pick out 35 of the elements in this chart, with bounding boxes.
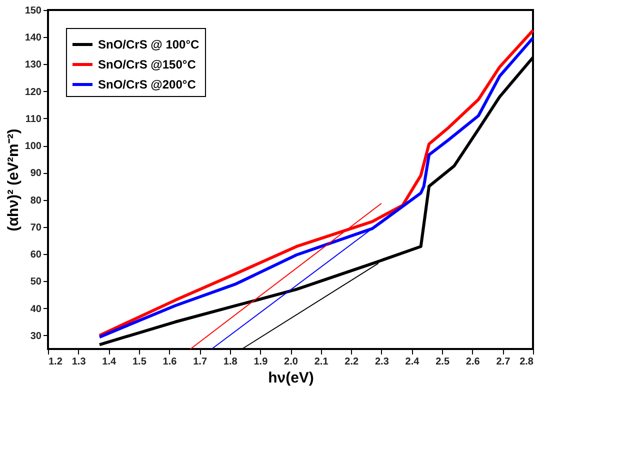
y-tick-label: 80	[30, 195, 42, 206]
y-tick-label: 120	[24, 86, 42, 98]
legend-label: SnO/CrS @200°C	[98, 78, 196, 92]
x-tick-label: 1.6	[162, 356, 178, 368]
y-tick-label: 110	[25, 114, 42, 125]
x-tick-label: 2.5	[436, 356, 450, 368]
y-tick-label: 150	[24, 6, 42, 16]
x-tick-label: 1.9	[254, 356, 268, 368]
legend-label: SnO/CrS @150°C	[98, 58, 196, 72]
x-tick-label: 1.5	[132, 356, 147, 368]
x-tick-label: 2.2	[344, 356, 360, 368]
x-tick-label: 1.2	[48, 356, 63, 368]
x-tick-label: 2.8	[520, 356, 534, 368]
x-axis-title: hν(eV)	[268, 370, 314, 386]
legend-label: SnO/CrS @ 100°C	[98, 38, 200, 52]
y-tick-label: 40	[30, 304, 42, 315]
x-tick-label: 1.3	[72, 356, 86, 368]
x-tick-label: 2.0	[284, 356, 298, 368]
x-tick-label: 2.4	[405, 356, 420, 368]
y-tick-label: 100	[24, 141, 42, 152]
x-tick-label: 1.8	[223, 356, 238, 368]
x-tick-label: 2.7	[496, 356, 511, 368]
x-tick-label: 1.7	[193, 356, 208, 368]
x-tick-label: 2.3	[374, 356, 390, 368]
y-tick-label: 60	[30, 250, 42, 261]
y-tick-label: 50	[30, 276, 42, 288]
y-tick-label: 130	[24, 60, 42, 71]
y-tick-label: 70	[30, 222, 42, 234]
y-axis-title: (αhν)² (eV²m⁻²)	[4, 128, 22, 232]
y-tick-label: 90	[30, 168, 42, 180]
y-tick-label: 30	[30, 330, 42, 342]
x-tick-label: 2.1	[314, 356, 329, 368]
x-tick-label: 2.6	[466, 356, 480, 368]
x-tick-label: 1.4	[102, 356, 117, 368]
y-tick-label: 140	[24, 32, 42, 44]
